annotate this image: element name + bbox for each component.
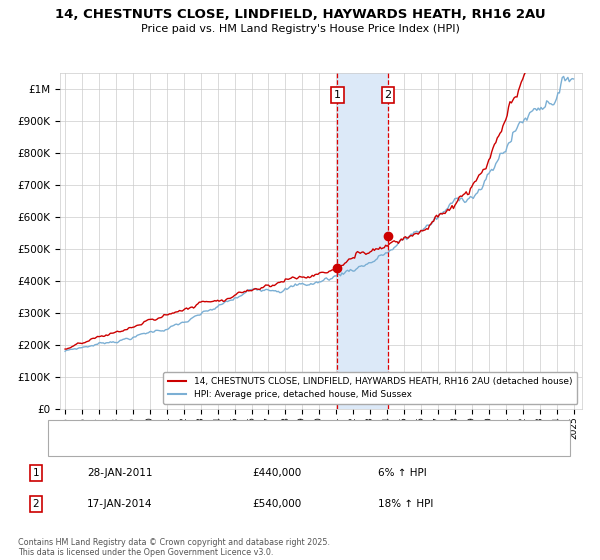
- Bar: [337, 73, 388, 409]
- Text: 14, CHESTNUTS CLOSE, LINDFIELD, HAYWARDS HEATH, RH16 2AU (detached house): 14, CHESTNUTS CLOSE, LINDFIELD, HAYWARDS…: [93, 430, 491, 438]
- Text: 17-JAN-2014: 17-JAN-2014: [87, 499, 152, 509]
- Text: 14, CHESTNUTS CLOSE, LINDFIELD, HAYWARDS HEATH, RH16 2AU: 14, CHESTNUTS CLOSE, LINDFIELD, HAYWARDS…: [55, 8, 545, 21]
- Text: 1: 1: [32, 468, 40, 478]
- Text: £440,000: £440,000: [252, 468, 301, 478]
- Text: ——: ——: [60, 441, 88, 455]
- Legend: 14, CHESTNUTS CLOSE, LINDFIELD, HAYWARDS HEATH, RH16 2AU (detached house), HPI: : 14, CHESTNUTS CLOSE, LINDFIELD, HAYWARDS…: [163, 372, 577, 404]
- Text: 28-JAN-2011: 28-JAN-2011: [87, 468, 152, 478]
- Text: Contains HM Land Registry data © Crown copyright and database right 2025.
This d: Contains HM Land Registry data © Crown c…: [18, 538, 330, 557]
- Text: 2: 2: [32, 499, 40, 509]
- Text: 18% ↑ HPI: 18% ↑ HPI: [378, 499, 433, 509]
- Text: Price paid vs. HM Land Registry's House Price Index (HPI): Price paid vs. HM Land Registry's House …: [140, 24, 460, 34]
- Text: 2: 2: [385, 90, 392, 100]
- Text: 1: 1: [334, 90, 341, 100]
- Text: ——: ——: [60, 427, 88, 441]
- Text: 6% ↑ HPI: 6% ↑ HPI: [378, 468, 427, 478]
- Text: £540,000: £540,000: [252, 499, 301, 509]
- Text: HPI: Average price, detached house, Mid Sussex: HPI: Average price, detached house, Mid …: [93, 444, 322, 452]
